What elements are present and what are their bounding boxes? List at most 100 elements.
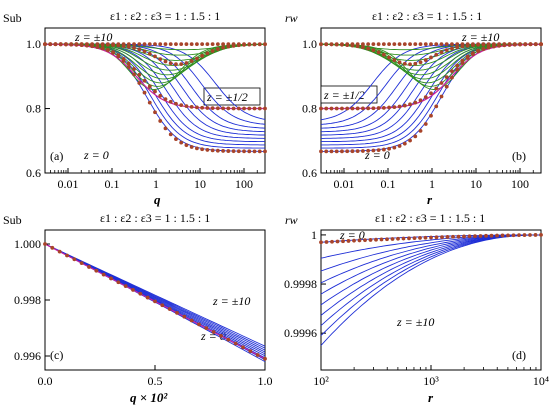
panel-b-dot-zhalf-28 <box>465 54 470 59</box>
panel-c-dot-z0-5 <box>79 261 84 266</box>
panel-c-dot-z0-2 <box>57 249 62 254</box>
panel-d-dot-z0-29 <box>478 234 483 238</box>
panel-a-dot-z10-18 <box>137 42 142 47</box>
panel-c-dot-z0-23 <box>211 330 216 334</box>
panel-a-dot-z10-17 <box>132 42 136 47</box>
panel-d-dot-z0-21 <box>434 235 439 240</box>
panel-a-dot-z10-15 <box>121 42 126 47</box>
panel-a-dot-zhalf-24 <box>168 99 173 104</box>
panel-a-dot-z10-28 <box>189 42 194 47</box>
panel-a-dot-z10-6 <box>74 42 79 47</box>
panel-a-dot-zhalf-22 <box>158 93 163 98</box>
panel-b-dot-mid-9 <box>366 46 371 51</box>
panel-a-dot-mid-33 <box>215 47 220 51</box>
panel-c-xtick-label-2: 1.0 <box>258 374 273 388</box>
panel-c-dot-z0-12 <box>131 288 135 292</box>
panel-c-dot-z0-14 <box>145 295 150 300</box>
panel-c-dot-z0-10 <box>116 280 121 285</box>
panel-d-dot-z0-27 <box>467 234 472 239</box>
panel-b-dot-z0-19 <box>418 128 423 133</box>
panel-b-dot-mid-21 <box>429 55 433 60</box>
panel-b-annot-box <box>320 85 378 104</box>
panel-b-dot-z10-24 <box>444 42 449 47</box>
panel-a-dot-z0-18 <box>137 81 142 85</box>
panel-a-dot-mid-30 <box>200 53 205 58</box>
panel-b-xtick-label-0: 0.01 <box>334 177 355 191</box>
panel-b-dot-mid-12 <box>381 52 386 57</box>
panel-a-dot-z0-22 <box>158 119 163 123</box>
panel-c-dot-z0-20 <box>189 318 194 323</box>
panel-a-dot-zhalf-26 <box>179 103 184 108</box>
panel-a-dot-z10-7 <box>79 42 84 47</box>
panel-a-dot-z0-24 <box>168 132 173 137</box>
panel-a-dot-zhalf-42 <box>263 106 267 111</box>
panel-b-dot-z10-19 <box>418 42 423 47</box>
panel-b-dot-zhalf-25 <box>450 69 454 74</box>
panel-d-annot-z0: z = 0 <box>339 228 365 242</box>
panel-d-dot-z0-3 <box>335 239 340 244</box>
panel-d-blue-curve-9 <box>320 234 541 346</box>
panel-d-ytick-label-1: 0.9998 <box>284 277 317 291</box>
panel-d-dot-z0-32 <box>495 233 499 238</box>
panel-a <box>44 27 266 174</box>
panel-c-xtick-label-1: 0.5 <box>148 374 163 388</box>
panel-b-dot-z0-15 <box>397 144 402 148</box>
panel-d-dot-z0-40 <box>539 233 543 237</box>
panel-a-ytick-label-2: 1.0 <box>26 37 41 51</box>
panel-c-ytick-label-2: 1.000 <box>14 237 41 251</box>
panel-b-dot-z0-2 <box>329 149 334 154</box>
panel-a-dot-mid-32 <box>210 49 215 53</box>
panel-a-dot-z10-42 <box>263 42 267 47</box>
panel-b-annot-z0: z = 0 <box>364 148 390 162</box>
panel-b-dot-zhalf-23 <box>439 81 444 85</box>
panel-a-dot-zhalf-40 <box>252 106 257 111</box>
panel-a-dot-z10-20 <box>147 42 152 47</box>
panel-b-dot-z10-27 <box>460 42 465 47</box>
panel-d-dot-z0-13 <box>390 237 395 241</box>
panel-a-dot-zhalf-12 <box>105 47 110 52</box>
panel-a-dot-mid-25 <box>174 62 178 67</box>
panel-a-dot-z10-38 <box>242 42 246 47</box>
panel-a-dot-zhalf-36 <box>231 106 236 111</box>
panel-b-dot-z10-11 <box>376 42 381 47</box>
panel-d-dot-z0-16 <box>407 236 411 241</box>
panel-a-dot-z0-31 <box>205 148 210 152</box>
panel-b-dot-z10-33 <box>491 42 496 47</box>
panel-c-dot-z0-16 <box>160 303 165 308</box>
panel-b-dot-z10-13 <box>387 42 391 47</box>
panel-c-annot-z10: z = ±10 <box>212 294 250 308</box>
panel-a-dot-zhalf-31 <box>205 106 210 110</box>
panel-b-dot-z0-10 <box>371 148 376 153</box>
panel-b-dot-zhalf-30 <box>476 48 481 53</box>
panel-a-xtick-label-0: 0.01 <box>58 177 79 191</box>
panel-a-dot-z10-32 <box>210 42 215 47</box>
panel-b-dot-z0-21 <box>429 113 433 118</box>
panel-a-dot-z0-16 <box>126 65 131 69</box>
panel-b-dot-mid-8 <box>361 45 365 50</box>
panel-b-xtick-label-2: 1 <box>429 177 435 191</box>
panel-b-dot-z10-39 <box>523 42 528 47</box>
panel-b-dot-mid-25 <box>450 46 454 51</box>
panel-d-xtick-label-1: 10³ <box>423 374 439 388</box>
panel-a-dot-z0-32 <box>210 148 215 153</box>
panel-c-dot-z0-0 <box>43 242 47 246</box>
panel-a-dot-zhalf-23 <box>163 97 168 102</box>
panel-b-dot-zhalf-18 <box>413 100 418 105</box>
panel-a-dot-zhalf-14 <box>116 53 121 58</box>
panel-b-dot-mid-15 <box>397 60 402 65</box>
panel-c-dot-z0-4 <box>72 257 77 262</box>
panel-a-title: ε1 : ε2 : ε3 = 1 : 1.5 : 1 <box>110 9 220 23</box>
panel-b-dot-z10-5 <box>345 42 350 47</box>
panel-a-label: (a) <box>50 149 63 163</box>
panel-a-dot-z10-22 <box>158 42 163 47</box>
panel-b-dot-mid-19 <box>418 60 423 65</box>
panel-c-dot-z0-1 <box>50 245 55 250</box>
panel-b-dot-z0-7 <box>355 149 360 154</box>
panel-a-dot-z10-31 <box>205 42 210 47</box>
panel-c-dot-z0-21 <box>197 322 201 327</box>
panel-c-dot-z0-17 <box>167 307 172 311</box>
panel-a-dot-z0-19 <box>142 90 147 95</box>
panel-b-dot-z10-3 <box>334 42 339 47</box>
panel-d-dot-z0-6 <box>352 238 356 243</box>
